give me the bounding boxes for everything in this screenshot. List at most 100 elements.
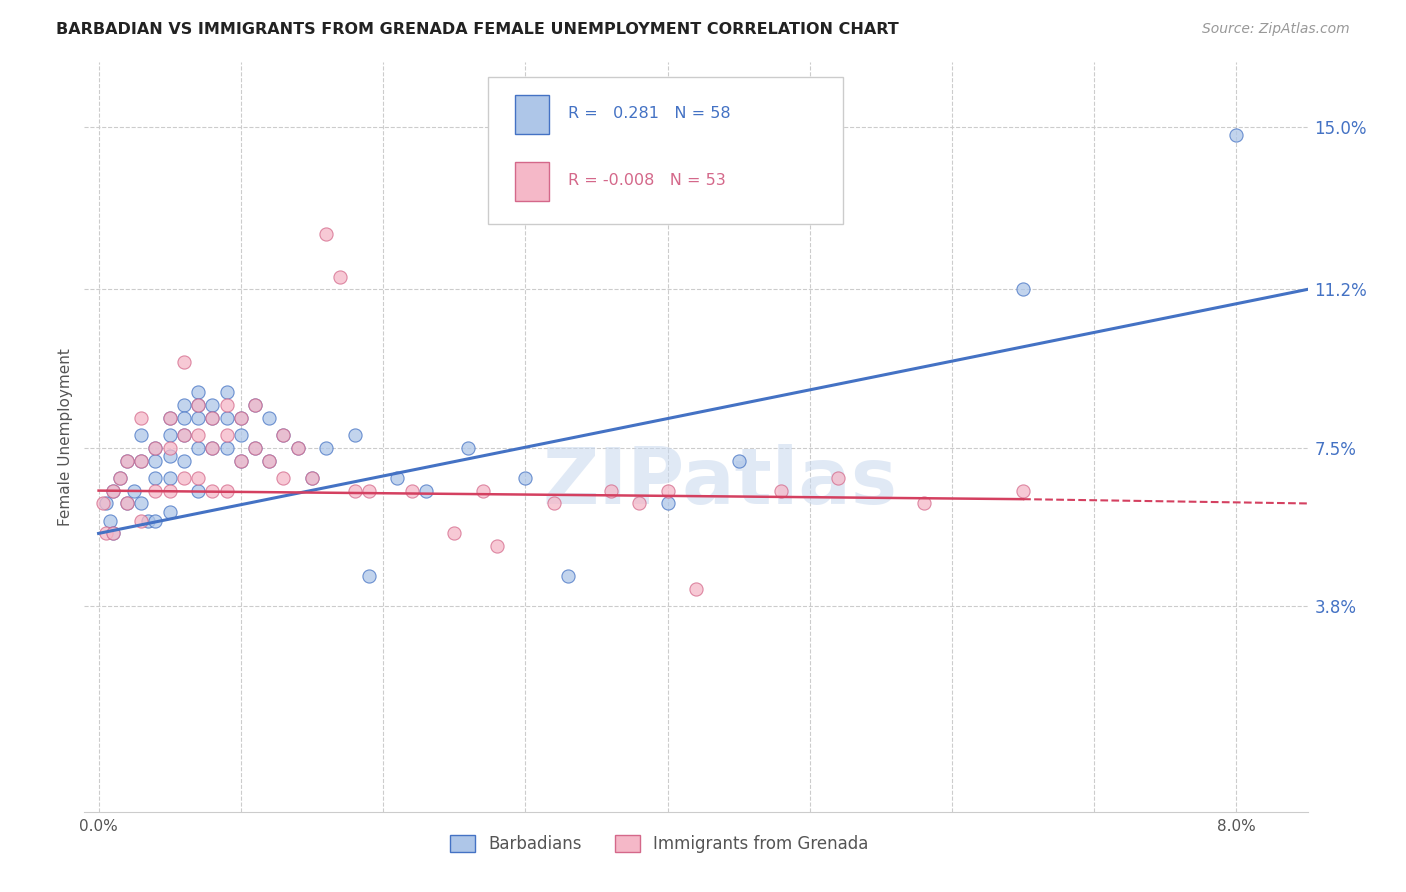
Point (101, 526, 124, 541)
Point (129, 410, 152, 425)
Point (315, 441, 337, 455)
Point (145, 441, 167, 455)
Point (201, 410, 224, 425)
Point (259, 453, 281, 467)
Point (129, 453, 152, 467)
Point (243, 441, 266, 455)
Point (108, 471, 131, 485)
Point (173, 471, 195, 485)
Point (159, 471, 181, 485)
Point (201, 483, 224, 498)
Point (108, 471, 131, 485)
Point (357, 483, 380, 498)
Text: ZIPatlas: ZIPatlas (543, 444, 898, 520)
Point (187, 471, 209, 485)
Point (727, 453, 749, 467)
Point (215, 385, 238, 400)
Point (115, 496, 138, 510)
Point (173, 410, 195, 425)
Point (187, 483, 209, 498)
Point (628, 496, 651, 510)
Point (1012, 483, 1035, 498)
Point (187, 385, 209, 400)
Point (287, 441, 309, 455)
Point (415, 483, 437, 498)
Point (259, 410, 281, 425)
Point (159, 483, 181, 498)
Point (173, 453, 195, 467)
Point (827, 471, 849, 485)
Point (1012, 282, 1035, 296)
Y-axis label: Female Unemployment: Female Unemployment (58, 348, 73, 526)
Point (243, 398, 266, 412)
Point (273, 428, 295, 442)
Point (401, 483, 423, 498)
Point (657, 496, 679, 510)
Point (301, 471, 323, 485)
Point (457, 441, 479, 455)
Point (201, 398, 224, 412)
Text: BARBADIAN VS IMMIGRANTS FROM GRENADA FEMALE UNEMPLOYMENT CORRELATION CHART: BARBADIAN VS IMMIGRANTS FROM GRENADA FEM… (56, 22, 898, 37)
Point (215, 441, 238, 455)
Point (145, 514, 167, 528)
Point (243, 441, 266, 455)
Point (243, 398, 266, 412)
Point (387, 471, 409, 485)
Point (115, 453, 138, 467)
Point (159, 410, 181, 425)
Point (129, 428, 152, 442)
Point (201, 410, 224, 425)
Point (215, 428, 238, 442)
Point (101, 526, 124, 541)
Point (159, 410, 181, 425)
Point (685, 582, 707, 596)
Point (115, 496, 138, 510)
Point (187, 441, 209, 455)
Point (129, 514, 152, 528)
Legend: Barbadians, Immigrants from Grenada: Barbadians, Immigrants from Grenada (443, 828, 876, 860)
Point (215, 410, 238, 425)
Point (159, 441, 181, 455)
Point (229, 410, 252, 425)
Point (273, 428, 295, 442)
FancyBboxPatch shape (515, 95, 550, 134)
FancyBboxPatch shape (515, 162, 550, 201)
Point (229, 453, 252, 467)
Point (187, 410, 209, 425)
Point (145, 483, 167, 498)
Point (94, 496, 117, 510)
Point (229, 453, 252, 467)
FancyBboxPatch shape (488, 78, 842, 224)
Point (187, 398, 209, 412)
Point (229, 428, 252, 442)
Point (201, 441, 224, 455)
Point (173, 428, 195, 442)
Point (301, 471, 323, 485)
Point (215, 483, 238, 498)
Point (557, 569, 579, 583)
Point (129, 453, 152, 467)
Point (287, 441, 309, 455)
Text: Source: ZipAtlas.com: Source: ZipAtlas.com (1202, 22, 1350, 37)
Text: R = -0.008   N = 53: R = -0.008 N = 53 (568, 173, 725, 188)
Point (94, 526, 117, 541)
Point (229, 410, 252, 425)
Point (912, 496, 935, 510)
Point (122, 483, 145, 498)
Text: R =   0.281   N = 58: R = 0.281 N = 58 (568, 106, 730, 121)
Point (101, 483, 124, 498)
Point (201, 441, 224, 455)
Point (259, 453, 281, 467)
Point (138, 514, 160, 528)
Point (657, 483, 679, 498)
Point (101, 483, 124, 498)
Point (129, 496, 152, 510)
Point (173, 428, 195, 442)
Point (599, 483, 621, 498)
Point (159, 450, 181, 464)
Point (273, 471, 295, 485)
Point (98, 514, 121, 528)
Point (187, 398, 209, 412)
Point (91, 496, 114, 510)
Point (1225, 128, 1247, 143)
